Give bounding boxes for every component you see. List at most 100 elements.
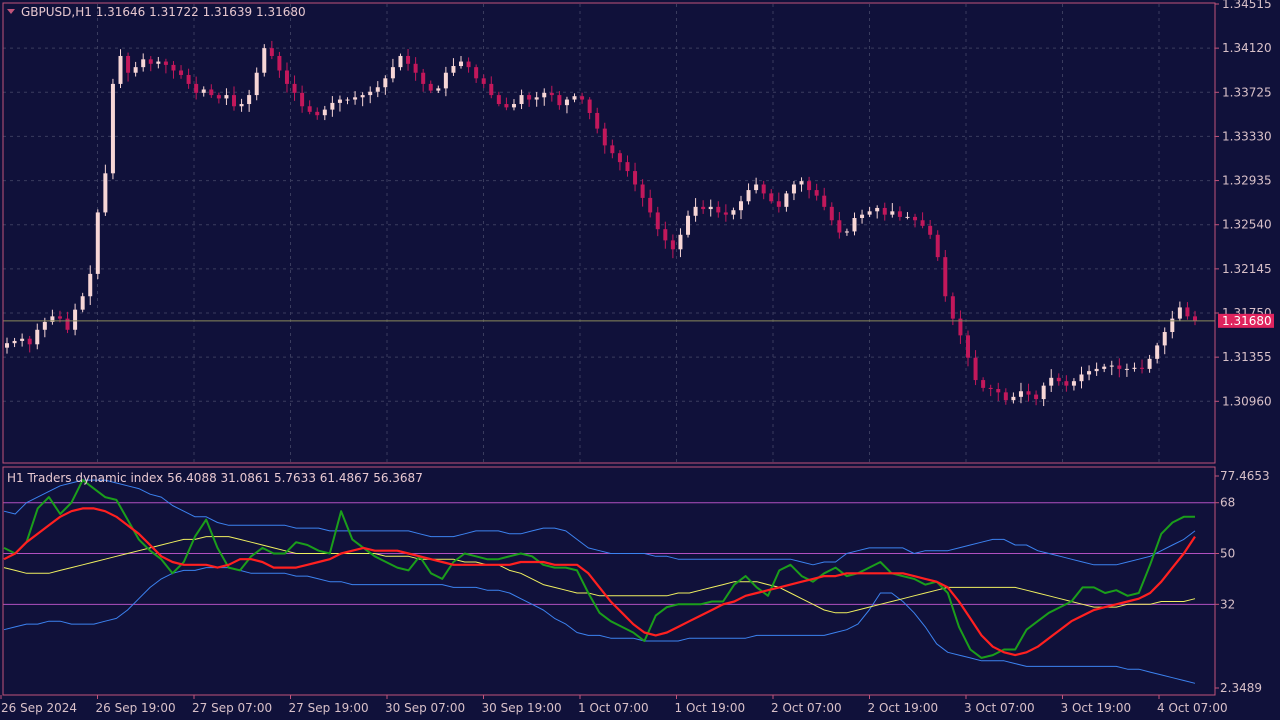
candle-body (731, 210, 736, 215)
candle (738, 195, 743, 220)
candle-body (262, 48, 267, 73)
candle-body (950, 296, 955, 319)
candle (920, 212, 925, 229)
candle (1064, 375, 1069, 392)
candle (330, 96, 335, 117)
candle (1094, 362, 1099, 376)
time-tick-label: 1 Oct 07:00 (578, 701, 649, 715)
candle (194, 76, 199, 100)
candle-body (436, 88, 441, 91)
price-tick-label: 1.34120 (1222, 41, 1272, 55)
candle (519, 89, 524, 110)
indicator-tick-label: 77.4653 (1220, 469, 1270, 483)
candle-body (534, 97, 539, 100)
candle-body (345, 99, 350, 101)
candle (1162, 327, 1167, 355)
candle (1041, 382, 1046, 407)
candle-body (80, 296, 85, 310)
candle (1132, 362, 1137, 372)
candle (95, 209, 100, 280)
candle-body (12, 340, 17, 344)
candle (708, 199, 713, 217)
candle-body (315, 111, 320, 116)
candle-body (860, 214, 865, 219)
candle (322, 105, 327, 121)
candle-body (761, 184, 766, 194)
candle (905, 212, 910, 220)
candle-body (1064, 381, 1069, 386)
candle (103, 164, 108, 216)
candle (807, 176, 812, 199)
candle-body (837, 220, 842, 233)
candle-body (1034, 394, 1039, 400)
candle-body (807, 181, 812, 191)
candle (375, 81, 380, 98)
candle-body (791, 184, 796, 194)
candle-body (322, 109, 327, 116)
candle (580, 92, 585, 104)
candle (390, 58, 395, 83)
candle-body (353, 97, 358, 100)
candle-body (50, 316, 55, 322)
candle-body (693, 206, 698, 216)
candle (27, 335, 32, 353)
candle (1079, 366, 1084, 389)
candle-body (103, 173, 108, 213)
time-tick-label: 1 Oct 19:00 (675, 701, 746, 715)
candle (1124, 363, 1129, 377)
candle-body (413, 63, 418, 73)
candle (35, 323, 40, 350)
candle (534, 92, 539, 107)
candle (731, 207, 736, 220)
candle (655, 206, 660, 237)
indicator-tick-label: 50 (1220, 547, 1235, 561)
candle (950, 292, 955, 326)
candle (5, 337, 9, 354)
candle-body (890, 211, 895, 215)
candle (693, 198, 698, 222)
candle-body (1003, 392, 1008, 401)
candle-body (496, 95, 501, 105)
indicator-tick-label: 68 (1220, 496, 1235, 510)
candle (421, 68, 426, 92)
candle-body (1170, 318, 1175, 333)
current-price-box (1218, 313, 1274, 328)
candle-body (678, 234, 683, 250)
candle-body (708, 206, 713, 210)
candle-body (595, 112, 600, 129)
candle (504, 97, 509, 111)
candle (1049, 369, 1054, 392)
candle (882, 202, 887, 221)
candle-body (852, 218, 857, 232)
candle (564, 96, 569, 114)
candle (935, 230, 940, 261)
candle (224, 88, 229, 106)
candle (262, 44, 267, 77)
candle (829, 202, 834, 226)
time-axis: 26 Sep 2024 26 Sep 19:00 27 Sep 07:00 27 Se… (0, 695, 1228, 715)
candle (663, 221, 668, 249)
candle-body (375, 87, 380, 92)
candle (1185, 302, 1190, 320)
volatility-band (3, 567, 1196, 684)
candle-body (133, 67, 138, 73)
candle (875, 205, 880, 219)
price-tick-label: 1.32935 (1222, 174, 1272, 188)
candle (459, 56, 464, 69)
candle-body (1193, 316, 1197, 321)
candle (474, 64, 479, 83)
candle-body (466, 61, 471, 68)
candle-body (686, 215, 691, 235)
candle-body (65, 318, 70, 330)
candle-body (20, 338, 25, 341)
candle-body (1018, 391, 1023, 397)
market-base-line (3, 536, 1196, 614)
time-tick-label: 27 Sep 19:00 (289, 701, 369, 715)
candle (201, 86, 206, 97)
price-panel[interactable]: GBPUSD,H1 1.31646 1.31722 1.31639 1.3168… (2, 2, 1216, 464)
indicator-panel[interactable]: H1 Traders dynamic index 56.4088 31.0861… (2, 466, 1216, 696)
candle-body (769, 193, 774, 202)
symbol-header[interactable]: GBPUSD,H1 1.31646 1.31722 1.31639 1.3168… (7, 5, 306, 19)
chevron-down-icon[interactable] (7, 9, 15, 14)
